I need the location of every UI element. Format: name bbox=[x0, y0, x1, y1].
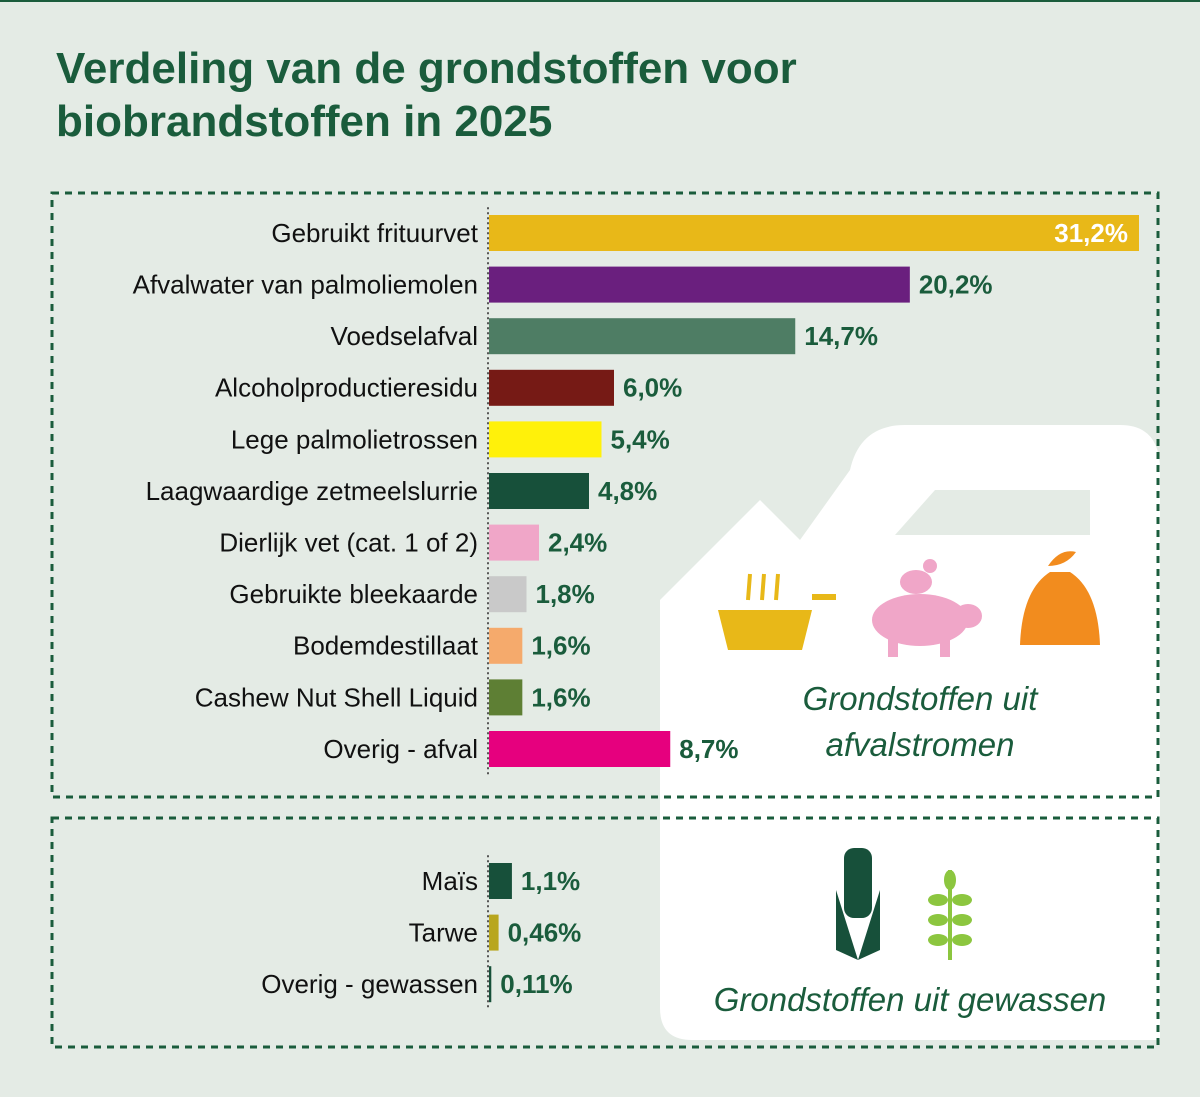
value-label: 2,4% bbox=[548, 527, 607, 557]
title: Verdeling van de grondstoffen voor biobr… bbox=[56, 44, 797, 146]
bar bbox=[489, 473, 589, 509]
value-label: 1,6% bbox=[531, 631, 590, 661]
bar bbox=[489, 318, 796, 355]
group-caption: Grondstoffen uit gewassen bbox=[713, 981, 1107, 1018]
bar bbox=[489, 966, 492, 1003]
category-label: Laagwaardige zetmeelslurrie bbox=[146, 476, 478, 506]
jerrycan bbox=[660, 425, 1160, 1040]
bar bbox=[489, 627, 523, 664]
bar bbox=[489, 679, 523, 716]
bar bbox=[489, 369, 614, 406]
fryer-icon bbox=[718, 573, 836, 650]
value-label: 0,11% bbox=[500, 969, 572, 999]
value-label: 4,8% bbox=[598, 476, 657, 506]
value-label: 1,6% bbox=[531, 682, 590, 712]
wheat-icon bbox=[928, 870, 972, 960]
category-label: Gebruikt frituurvet bbox=[271, 218, 478, 248]
category-label: Afvalwater van palmoliemolen bbox=[133, 269, 478, 299]
bar bbox=[489, 215, 1139, 251]
category-label: Voedselafval bbox=[331, 321, 478, 351]
bar bbox=[489, 524, 539, 561]
value-label: 14,7% bbox=[804, 321, 878, 351]
value-label: 0,46% bbox=[508, 917, 582, 947]
group-box bbox=[50, 816, 1160, 1049]
bar bbox=[489, 421, 602, 458]
pig-icon bbox=[872, 559, 982, 657]
bar bbox=[489, 914, 499, 951]
bag-leaf bbox=[1048, 551, 1076, 566]
bar bbox=[489, 731, 671, 767]
bar bbox=[489, 576, 527, 613]
category-label: Gebruikte bleekaarde bbox=[229, 579, 478, 609]
value-label: 6,0% bbox=[623, 373, 682, 403]
value-label: 31,2% bbox=[1054, 218, 1128, 248]
category-label: Dierlijk vet (cat. 1 of 2) bbox=[219, 527, 478, 557]
category-label: Overig - afval bbox=[323, 734, 478, 764]
category-label: Maïs bbox=[422, 866, 478, 896]
bar bbox=[489, 266, 910, 303]
group-box bbox=[50, 191, 1160, 799]
value-label: 20,2% bbox=[919, 269, 993, 299]
value-label: 5,4% bbox=[611, 424, 670, 454]
group-caption: Grondstoffen uit afvalstromen bbox=[802, 680, 1038, 763]
category-label: Overig - gewassen bbox=[261, 969, 478, 999]
category-label: Bodemdestillaat bbox=[293, 631, 479, 661]
value-label: 1,8% bbox=[536, 579, 595, 609]
value-label: 8,7% bbox=[679, 734, 738, 764]
bag-icon bbox=[1020, 572, 1100, 645]
corn-icon bbox=[836, 848, 880, 960]
top-rule bbox=[0, 0, 1200, 2]
category-label: Lege palmolietrossen bbox=[231, 424, 478, 454]
value-label: 1,1% bbox=[521, 866, 580, 896]
category-label: Cashew Nut Shell Liquid bbox=[195, 682, 478, 712]
jerrycan-handle bbox=[895, 490, 1090, 535]
category-label: Alcoholproductieresidu bbox=[215, 373, 478, 403]
category-label: Tarwe bbox=[409, 917, 478, 947]
bar bbox=[489, 863, 512, 899]
